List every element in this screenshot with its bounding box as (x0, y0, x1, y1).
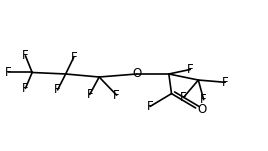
Text: F: F (113, 89, 120, 102)
Text: F: F (147, 100, 153, 113)
Text: F: F (5, 66, 11, 79)
Text: F: F (22, 49, 29, 62)
Text: O: O (197, 103, 206, 116)
Text: F: F (70, 51, 77, 64)
Text: F: F (187, 63, 193, 76)
Text: F: F (200, 93, 207, 106)
Text: F: F (222, 76, 228, 89)
Text: O: O (132, 67, 141, 80)
Text: F: F (180, 91, 187, 104)
Text: F: F (22, 82, 29, 95)
Text: F: F (87, 88, 93, 101)
Text: F: F (54, 83, 61, 96)
